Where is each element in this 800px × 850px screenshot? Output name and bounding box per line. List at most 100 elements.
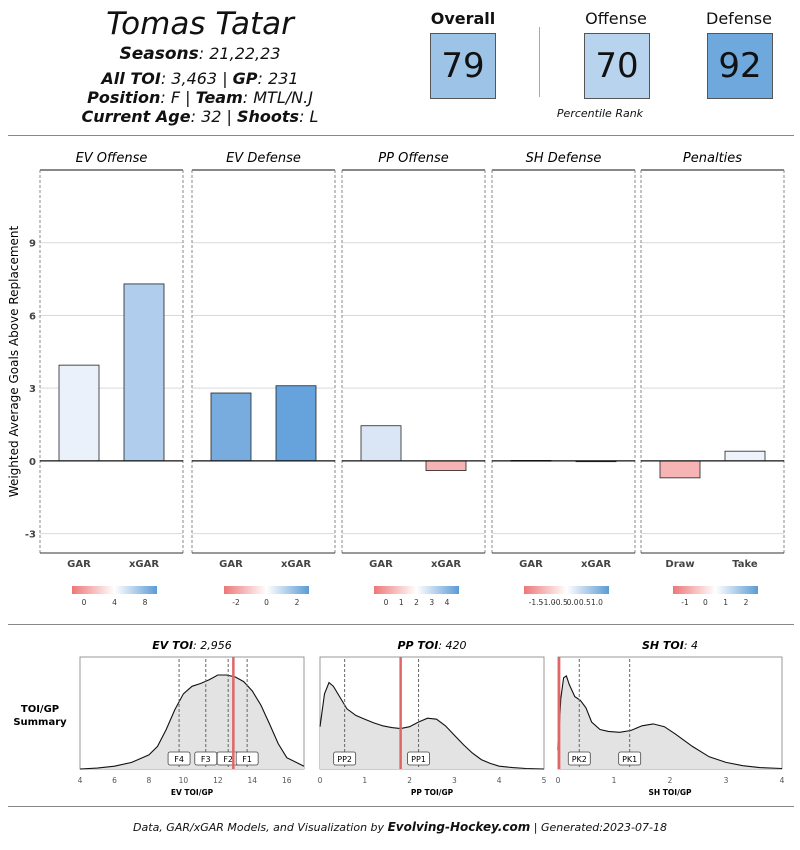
legend-tick-label: 0 [703,598,708,607]
x-axis-label: SH TOI/GP [649,788,692,797]
legend-tick-label: 0 [264,598,269,607]
rank-divider [539,27,540,97]
x-tick-label: 0 [318,776,323,785]
toi-value: 3,463 [171,69,218,88]
seasons-label: Seasons [119,44,199,64]
toi-summary-label-2: Summary [13,717,67,728]
x-tick-label: xGAR [129,559,159,570]
panel-title: PP Offense [378,151,448,166]
line-marker-label: PK1 [622,755,637,764]
legend-tick-label: 0 [82,598,87,607]
toi-panel-title: SH TOI: 4 [642,639,698,652]
line-marker-label: PP1 [411,755,426,764]
position-label: Position [87,88,161,107]
toi-label: All TOI [101,69,161,88]
panel-pp-offense: PP Offense GAR xGAR 0 1 2 3 4 [341,151,486,607]
legend-colorbar [673,586,758,594]
x-axis-label: PP TOI/GP [411,788,454,797]
bar-xgar [123,283,165,462]
legend-tick-label: -1 [681,598,689,607]
legend-tick-label: 4 [445,598,450,607]
line-marker-box [567,751,591,766]
x-tick-label: xGAR [431,559,461,570]
panel-sh-defense: SH Defense GAR xGAR -1.5-1.0-0.50.0 0.5 1.0 [491,151,636,607]
bar-xgar [275,385,317,462]
line-marker-label: PP2 [337,755,352,764]
percentile-rank-label: Percentile Rank [556,107,644,120]
x-tick-label: Draw [665,559,694,570]
x-tick-label: 12 [213,776,223,785]
footer-divider [8,806,794,807]
x-tick-label: 1 [612,776,617,785]
density-line [79,674,305,770]
defense-rank-box: 92 [707,33,773,99]
line-marker-box [618,751,642,766]
toi-panel-pp-toi: PP TOI: 420 PP2 PP1 0 1 2 3 4 5 PP TOI/GP [318,639,547,797]
panel-ev-defense: EV Defense GAR xGAR -2 0 2 [191,151,336,607]
header-divider [8,135,794,136]
footer-generated-date: 2023-07-18 [603,821,667,834]
line-marker-label: PK2 [572,755,587,764]
legend-tick-label: 8 [143,598,148,607]
x-axis-label: EV TOI/GP [171,788,214,797]
bar-xgar [425,460,467,471]
legend-tick-label: -0.5 [553,598,568,607]
line-marker-box [407,751,430,766]
x-tick-label: 2 [668,776,673,785]
legend-tick-label: 1 [723,598,728,607]
legend-tick-label: 0.0 [567,598,579,607]
gp-value: 231 [268,69,299,88]
toi-summary-label-1: TOI/GP [21,704,59,715]
bar-take [724,450,766,462]
legend-tick-label: 2 [744,598,749,607]
bar-gar [58,364,100,462]
x-tick-label: 16 [282,776,292,785]
age-value: 32 [201,107,222,126]
bar-draw [659,460,701,479]
legend-tick-label: 2 [414,598,419,607]
x-tick-label: 10 [179,776,189,785]
panel-title: EV Defense [226,151,301,166]
y-tick-label: 6 [29,311,36,322]
density-line [557,675,783,770]
offense-rank-box: 70 [584,33,650,99]
age-shoots-line: Current Age: 32 | Shoots: L [81,107,319,126]
line-marker-box [167,751,191,766]
toi-panel-value: : 2,956 [193,639,232,652]
panel-title: EV Offense [76,151,148,166]
defense-label: Defense [706,9,772,28]
toi-panel-value: : 4 [684,639,698,652]
overall-label: Overall [430,9,496,28]
player-name: Tomas Tatar [106,6,294,42]
toi-panel-label: PP TOI [397,639,438,652]
toi-panel-sh-toi: SH TOI: 4 PK2 PK1 0 1 2 3 4 SH TOI/GP [556,639,785,797]
team-label: Team [195,88,243,107]
y-tick-label: 0 [29,457,36,468]
seasons-line: Seasons: 21,22,23 [119,44,281,64]
x-tick-label: Take [732,559,758,570]
x-tick-label: 14 [248,776,258,785]
offense-label: Offense [585,9,647,28]
x-tick-label: 2 [407,776,412,785]
y-tick-label: -3 [25,530,36,541]
toi-panel-ev-toi: EV TOI: 2,956 F4 F3 F2 F1 4 6 8 10 12 14 16 EV TOI/G… [78,639,305,797]
density-area [320,682,544,769]
legend-tick-label: 0 [384,598,389,607]
overall-rank-box: 79 [430,33,496,99]
x-tick-label: 1 [362,776,367,785]
x-tick-label: 4 [497,776,502,785]
y-tick-label: 9 [29,239,36,250]
legend-tick-label: 4 [112,598,117,607]
x-tick-label: GAR [219,559,243,570]
line-marker-label: F3 [201,755,211,764]
age-label: Current Age [81,107,191,126]
legend-tick-label: 1.0 [591,598,603,607]
x-tick-label: 6 [112,776,117,785]
panel-ev-offense: EV Offense GAR xGAR 0 4 8 [39,151,184,607]
shoots-label: Shoots [236,107,300,126]
x-tick-label: 3 [452,776,457,785]
density-area [80,675,304,769]
toi-panel-title: PP TOI: 420 [397,639,466,652]
toi-panel-title: EV TOI: 2,956 [152,639,232,652]
